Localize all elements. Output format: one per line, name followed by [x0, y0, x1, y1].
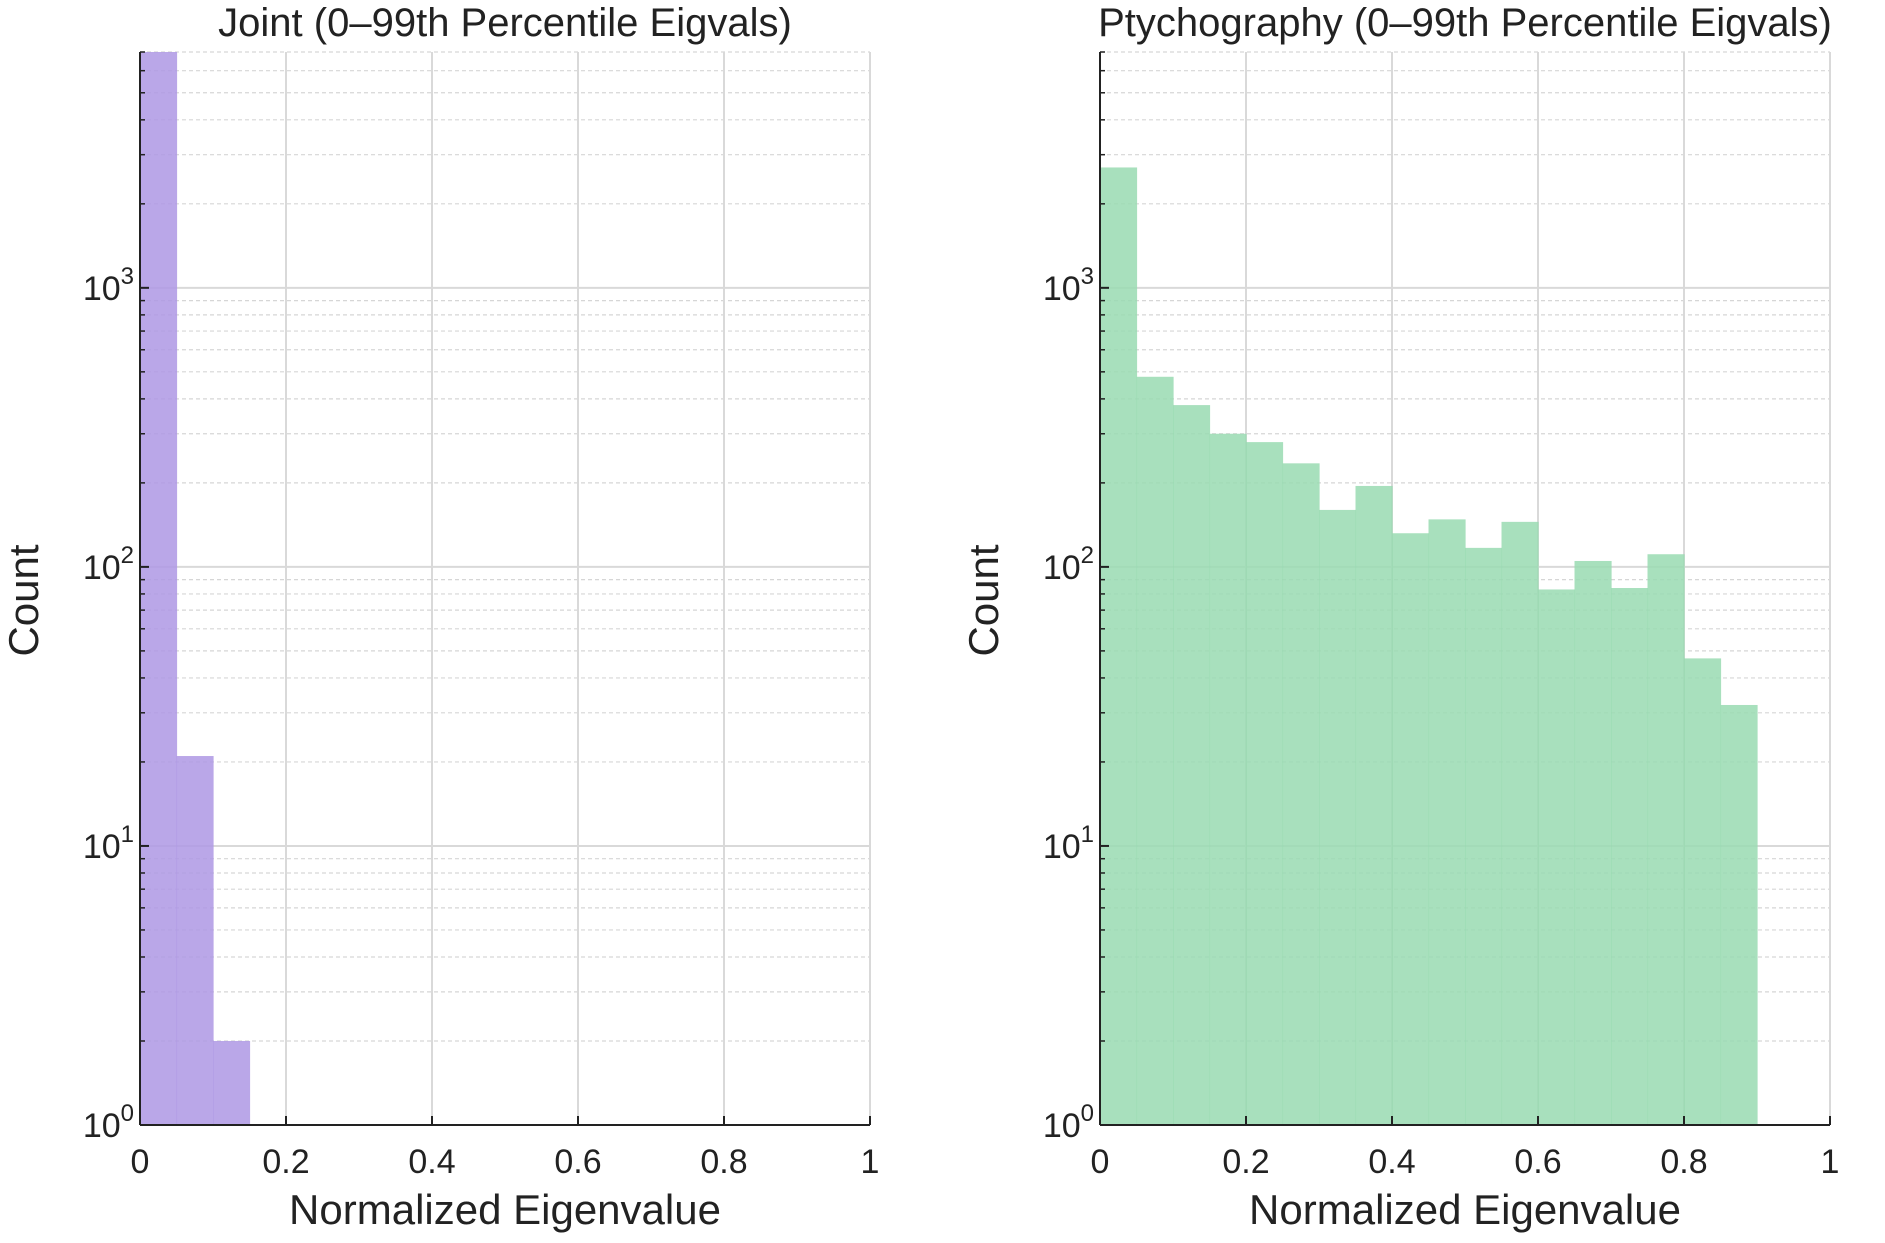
- y-tick-exponent: 2: [1081, 542, 1094, 569]
- y-tick-base: 10: [1043, 1107, 1081, 1145]
- histogram-bar: [1173, 405, 1211, 1125]
- histogram-bar: [1100, 167, 1138, 1126]
- histogram-bar: [1282, 463, 1320, 1125]
- histogram-bar: [1392, 533, 1430, 1125]
- histogram-bar: [1574, 560, 1612, 1125]
- x-tick-label: 0.8: [1660, 1143, 1707, 1181]
- histogram-bar: [1428, 519, 1466, 1125]
- histogram-bar: [213, 1040, 251, 1125]
- y-tick-exponent: 2: [121, 542, 134, 569]
- y-tick-label: 100: [83, 1100, 134, 1145]
- histogram-bar: [1720, 704, 1758, 1125]
- histogram-bar: [1501, 521, 1539, 1125]
- x-tick-label: 0: [131, 1143, 150, 1181]
- y-tick-label: 102: [1043, 542, 1094, 587]
- histogram-bar: [1647, 554, 1685, 1125]
- y-tick-base: 10: [83, 828, 121, 866]
- y-tick-label: 101: [1043, 821, 1094, 866]
- y-tick-label: 100: [1043, 1100, 1094, 1145]
- y-tick-exponent: 1: [1081, 821, 1094, 848]
- y-tick-label: 103: [1043, 263, 1094, 308]
- chart-title: Ptychography (0–99th Percentile Eigvals): [1098, 1, 1832, 45]
- histogram-bar: [1355, 485, 1393, 1126]
- x-tick-label: 0.6: [1514, 1143, 1561, 1181]
- chart-title: Joint (0–99th Percentile Eigvals): [218, 1, 792, 45]
- y-tick-base: 10: [1043, 549, 1081, 587]
- y-tick-base: 10: [1043, 270, 1081, 308]
- histogram-bar: [1538, 589, 1576, 1125]
- x-tick-label: 1: [1821, 1143, 1840, 1181]
- y-axis-label: Count: [960, 544, 1007, 656]
- x-tick-label: 0.2: [1222, 1143, 1269, 1181]
- y-tick-base: 10: [83, 1107, 121, 1145]
- y-tick-exponent: 0: [1081, 1100, 1094, 1127]
- x-tick-label: 0.4: [408, 1143, 455, 1181]
- y-tick-base: 10: [1043, 828, 1081, 866]
- y-tick-exponent: 0: [121, 1100, 134, 1127]
- x-tick-label: 1: [861, 1143, 880, 1181]
- y-tick-exponent: 1: [121, 821, 134, 848]
- histogram-bar: [1684, 658, 1722, 1125]
- x-tick-label: 0.4: [1368, 1143, 1415, 1181]
- x-axis-label: Normalized Eigenvalue: [289, 1186, 721, 1233]
- x-tick-label: 0.6: [554, 1143, 601, 1181]
- x-axis-label: Normalized Eigenvalue: [1249, 1186, 1681, 1233]
- y-tick-base: 10: [83, 549, 121, 587]
- histogram-bar: [140, 52, 178, 1125]
- histogram-bar: [1465, 547, 1503, 1125]
- histogram-bar: [1319, 509, 1357, 1125]
- x-tick-label: 0: [1091, 1143, 1110, 1181]
- histogram-bar: [176, 756, 214, 1125]
- y-tick-label: 102: [83, 542, 134, 587]
- y-tick-base: 10: [83, 270, 121, 308]
- x-tick-label: 0.2: [262, 1143, 309, 1181]
- y-tick-exponent: 3: [121, 263, 134, 290]
- y-axis-label: Count: [0, 544, 47, 656]
- y-tick-label: 101: [83, 821, 134, 866]
- histogram-bar: [1209, 433, 1247, 1126]
- histogram-bar: [1611, 588, 1649, 1125]
- histogram-bar: [1246, 442, 1284, 1126]
- x-tick-label: 0.8: [700, 1143, 747, 1181]
- y-tick-exponent: 3: [1081, 263, 1094, 290]
- y-tick-label: 103: [83, 263, 134, 308]
- histogram-bar: [1136, 376, 1174, 1125]
